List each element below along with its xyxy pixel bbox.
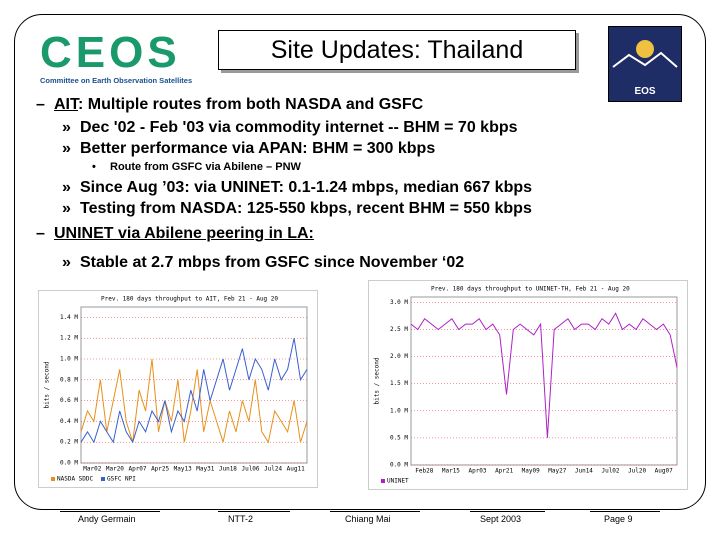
badge: EOS <box>608 26 682 102</box>
bullet: – AIT: Multiple routes from both NASDA an… <box>36 96 423 114</box>
bullet-lead: UNINET via Abilene peering in LA: <box>54 225 314 242</box>
x-tick-label: Mar20 <box>106 466 124 473</box>
x-tick-label: Jun18 <box>219 466 237 473</box>
bullet-text: Stable at 2.7 mbps from GSFC since Novem… <box>80 254 465 271</box>
y-tick-label: 1.0 M <box>390 407 408 414</box>
chart: Prev. 180 days throughput to UNINET-TH, … <box>368 280 688 490</box>
y-axis-label: bits / second <box>374 357 381 404</box>
plot-area <box>80 306 308 464</box>
bullet: – UNINET via Abilene peering in LA: <box>36 225 314 243</box>
bullet-marker: » <box>62 119 71 136</box>
x-tick-label: May13 <box>174 466 192 473</box>
bullet: » Better performance via APAN: BHM = 300 … <box>62 140 435 158</box>
legend-label: NASDA SDDC <box>57 476 94 483</box>
y-tick-label: 0.0 M <box>390 462 408 469</box>
y-tick-label: 2.5 M <box>390 326 408 333</box>
bullet: » Testing from NASDA: 125-550 kbps, recen… <box>62 200 532 218</box>
footer-rule <box>590 511 660 512</box>
bullet-lead: AIT <box>54 96 78 113</box>
x-tick-label: Jul20 <box>628 468 646 475</box>
series-line <box>80 338 308 444</box>
logo-text: CEOS <box>40 28 181 77</box>
x-tick-label: Apr07 <box>128 466 146 473</box>
slide-title: Site Updates: Thailand <box>218 30 576 70</box>
y-tick-label: 1.2 M <box>60 335 78 342</box>
y-tick-label: 0.8 M <box>60 376 78 383</box>
bullet-text: Testing from NASDA: 125-550 kbps, recent… <box>80 200 532 217</box>
x-tick-label: Aug07 <box>655 468 673 475</box>
series-line <box>80 358 308 444</box>
bullet-marker: » <box>62 254 71 271</box>
bullet-text: Better performance via APAN: BHM = 300 k… <box>80 140 436 157</box>
x-tick-label: Mar02 <box>83 466 101 473</box>
footer-text: Chiang Mai <box>345 514 391 524</box>
legend-swatch <box>381 479 385 483</box>
x-tick-label: May27 <box>548 468 566 475</box>
legend-label: UNINET <box>387 478 409 485</box>
x-tick-label: Apr21 <box>495 468 513 475</box>
bullet-marker: » <box>62 140 71 157</box>
y-tick-label: 0.2 M <box>60 439 78 446</box>
badge-art <box>612 40 678 68</box>
bullet-marker: » <box>62 179 71 196</box>
bullet-text: : Multiple routes from both NASDA and GS… <box>78 96 424 113</box>
y-tick-label: 0.0 M <box>60 460 78 467</box>
legend-label: GSFC NPI <box>107 476 136 483</box>
y-tick-label: 3.0 M <box>390 299 408 306</box>
x-tick-label: Jul24 <box>264 466 282 473</box>
x-tick-label: Mar15 <box>442 468 460 475</box>
chart-title: Prev. 180 days throughput to UNINET-TH, … <box>431 286 630 293</box>
bullet: » Since Aug ’03: via UNINET: 0.1-1.24 mbp… <box>62 179 532 197</box>
bullet-marker: – <box>36 96 45 113</box>
footer-rule <box>60 511 160 512</box>
y-tick-label: 0.5 M <box>390 434 408 441</box>
footer-text: Sept 2003 <box>480 514 522 524</box>
legend-swatch <box>101 477 105 481</box>
logo: CEOS Committee on Earth Observation Sate… <box>40 30 200 86</box>
bullet-marker: – <box>36 225 45 242</box>
y-tick-label: 1.4 M <box>60 314 78 321</box>
bullet: » Stable at 2.7 mbps from GSFC since Nove… <box>62 254 464 272</box>
bullet: » Dec '02 - Feb '03 via commodity interne… <box>62 119 518 137</box>
frame <box>14 14 706 510</box>
bullet-marker: » <box>62 200 71 217</box>
x-tick-label: Apr25 <box>151 466 169 473</box>
x-tick-label: Aug11 <box>287 466 305 473</box>
bullet-text: Since Aug ’03: via UNINET: 0.1-1.24 mbps… <box>80 179 533 196</box>
legend-swatch <box>51 477 55 481</box>
footer-text: Page 9 <box>604 514 633 524</box>
x-tick-label: May09 <box>522 468 540 475</box>
bullet: • Route from GSFC via Abilene – PNW <box>92 161 301 173</box>
x-tick-label: Jun14 <box>575 468 593 475</box>
badge-text: EOS <box>634 86 656 97</box>
x-tick-label: Jul06 <box>241 466 259 473</box>
y-tick-label: 1.0 M <box>60 356 78 363</box>
bullet-text: Route from GSFC via Abilene – PNW <box>110 161 301 173</box>
footer-text: NTT-2 <box>228 514 254 524</box>
x-tick-label: May31 <box>196 466 214 473</box>
series-line <box>410 312 678 438</box>
footer-rule <box>330 511 420 512</box>
y-tick-label: 0.4 M <box>60 418 78 425</box>
logo-subtitle: Committee on Earth Observation Satellite… <box>40 76 193 85</box>
x-tick-label: Feb28 <box>415 468 433 475</box>
bullet-marker: • <box>92 161 96 173</box>
footer-text: Andy Germain <box>78 514 136 524</box>
y-axis-label: bits / second <box>44 361 51 408</box>
y-tick-label: 0.6 M <box>60 397 78 404</box>
y-tick-label: 1.5 M <box>390 380 408 387</box>
x-tick-label: Apr03 <box>468 468 486 475</box>
chart-title: Prev. 180 days throughput to AIT, Feb 21… <box>101 296 278 303</box>
chart: Prev. 180 days throughput to AIT, Feb 21… <box>38 290 318 488</box>
x-tick-label: Jul02 <box>601 468 619 475</box>
bullet-text: Dec '02 - Feb '03 via commodity internet… <box>80 119 518 136</box>
footer-rule <box>470 511 545 512</box>
y-tick-label: 2.0 M <box>390 353 408 360</box>
footer-rule <box>218 511 290 512</box>
